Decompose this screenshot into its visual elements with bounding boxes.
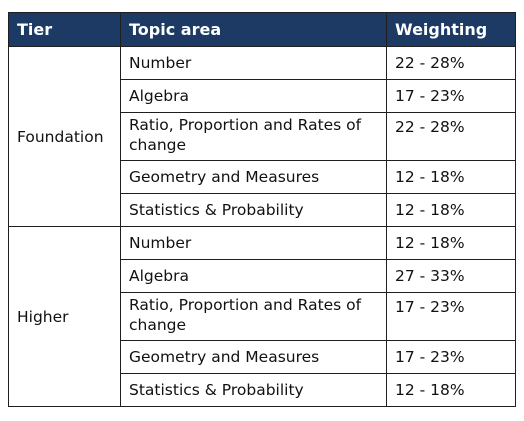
- header-topic-area: Topic area: [120, 12, 387, 47]
- topic-cell: Geometry and Measures: [120, 340, 387, 374]
- weighting-cell: 17 - 23%: [386, 340, 516, 374]
- topic-cell: Number: [120, 46, 387, 80]
- table-row: Ratio, Proportion and Rates of change 22…: [9, 112, 516, 161]
- weighting-cell: 22 - 28%: [386, 46, 516, 80]
- weighting-cell: 12 - 18%: [386, 373, 516, 407]
- table-row: Higher Number 12 - 18%: [8, 226, 516, 407]
- table-row: Statistics & Probability 12 - 18%: [9, 193, 516, 227]
- table-row: Geometry and Measures 12 - 18%: [9, 160, 516, 194]
- topic-cell: Number: [120, 226, 387, 260]
- topic-cell: Algebra: [120, 259, 387, 293]
- weighting-cell: 12 - 18%: [386, 160, 516, 194]
- header-weighting: Weighting: [386, 12, 516, 47]
- topic-cell: Ratio, Proportion and Rates of change: [120, 112, 387, 161]
- table-row: Algebra 17 - 23%: [9, 79, 516, 113]
- table-row: Statistics & Probability 12 - 18%: [9, 373, 516, 407]
- weighting-cell: 22 - 28%: [386, 112, 516, 161]
- weighting-cell: 17 - 23%: [386, 79, 516, 113]
- header-row: Tier Topic area Weighting: [8, 12, 516, 47]
- table-row: Foundation Number 22 - 28%: [8, 46, 516, 227]
- weighting-table: Tier Topic area Weighting Foundation Num…: [8, 12, 516, 407]
- topic-cell: Algebra: [120, 79, 387, 113]
- weighting-cell: 12 - 18%: [386, 193, 516, 227]
- topic-cell: Statistics & Probability: [120, 373, 387, 407]
- table-row: Geometry and Measures 17 - 23%: [9, 340, 516, 374]
- topic-cell: Geometry and Measures: [120, 160, 387, 194]
- weighting-cell: 17 - 23%: [386, 292, 516, 341]
- header-tier: Tier: [8, 12, 121, 47]
- tier-cell-higher: Higher: [8, 226, 121, 407]
- tier-cell-foundation: Foundation: [8, 46, 121, 227]
- weighting-cell: 27 - 33%: [386, 259, 516, 293]
- topic-cell: Statistics & Probability: [120, 193, 387, 227]
- topic-cell: Ratio, Proportion and Rates of change: [120, 292, 387, 341]
- weighting-cell: 12 - 18%: [386, 226, 516, 260]
